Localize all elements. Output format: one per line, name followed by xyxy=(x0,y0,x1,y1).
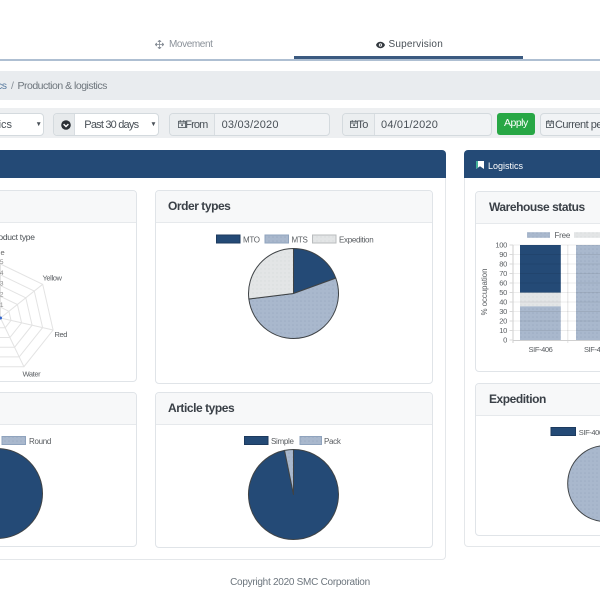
svg-text:Product type: Product type xyxy=(0,232,35,242)
svg-text:e: e xyxy=(1,248,5,257)
